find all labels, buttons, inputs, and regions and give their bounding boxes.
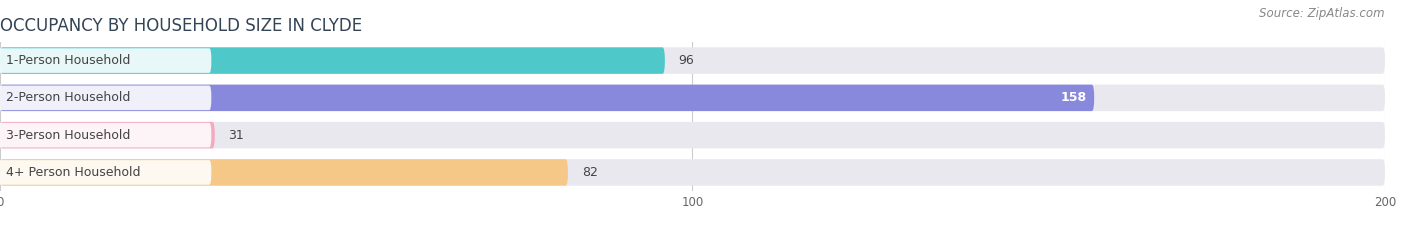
FancyBboxPatch shape [0,47,665,74]
FancyBboxPatch shape [0,159,568,186]
Text: 31: 31 [229,129,245,142]
FancyBboxPatch shape [0,159,1385,186]
FancyBboxPatch shape [0,122,1385,148]
FancyBboxPatch shape [0,85,1094,111]
FancyBboxPatch shape [0,48,211,73]
Text: 2-Person Household: 2-Person Household [6,91,129,104]
Text: 82: 82 [582,166,598,179]
FancyBboxPatch shape [0,85,1385,111]
Text: 1-Person Household: 1-Person Household [6,54,129,67]
FancyBboxPatch shape [0,122,215,148]
FancyBboxPatch shape [0,47,1385,74]
FancyBboxPatch shape [0,123,211,147]
Text: 4+ Person Household: 4+ Person Household [6,166,141,179]
Text: OCCUPANCY BY HOUSEHOLD SIZE IN CLYDE: OCCUPANCY BY HOUSEHOLD SIZE IN CLYDE [0,17,363,35]
Text: Source: ZipAtlas.com: Source: ZipAtlas.com [1260,7,1385,20]
Text: 96: 96 [679,54,695,67]
FancyBboxPatch shape [0,86,211,110]
FancyBboxPatch shape [0,160,211,185]
Text: 158: 158 [1062,91,1087,104]
Text: 3-Person Household: 3-Person Household [6,129,129,142]
